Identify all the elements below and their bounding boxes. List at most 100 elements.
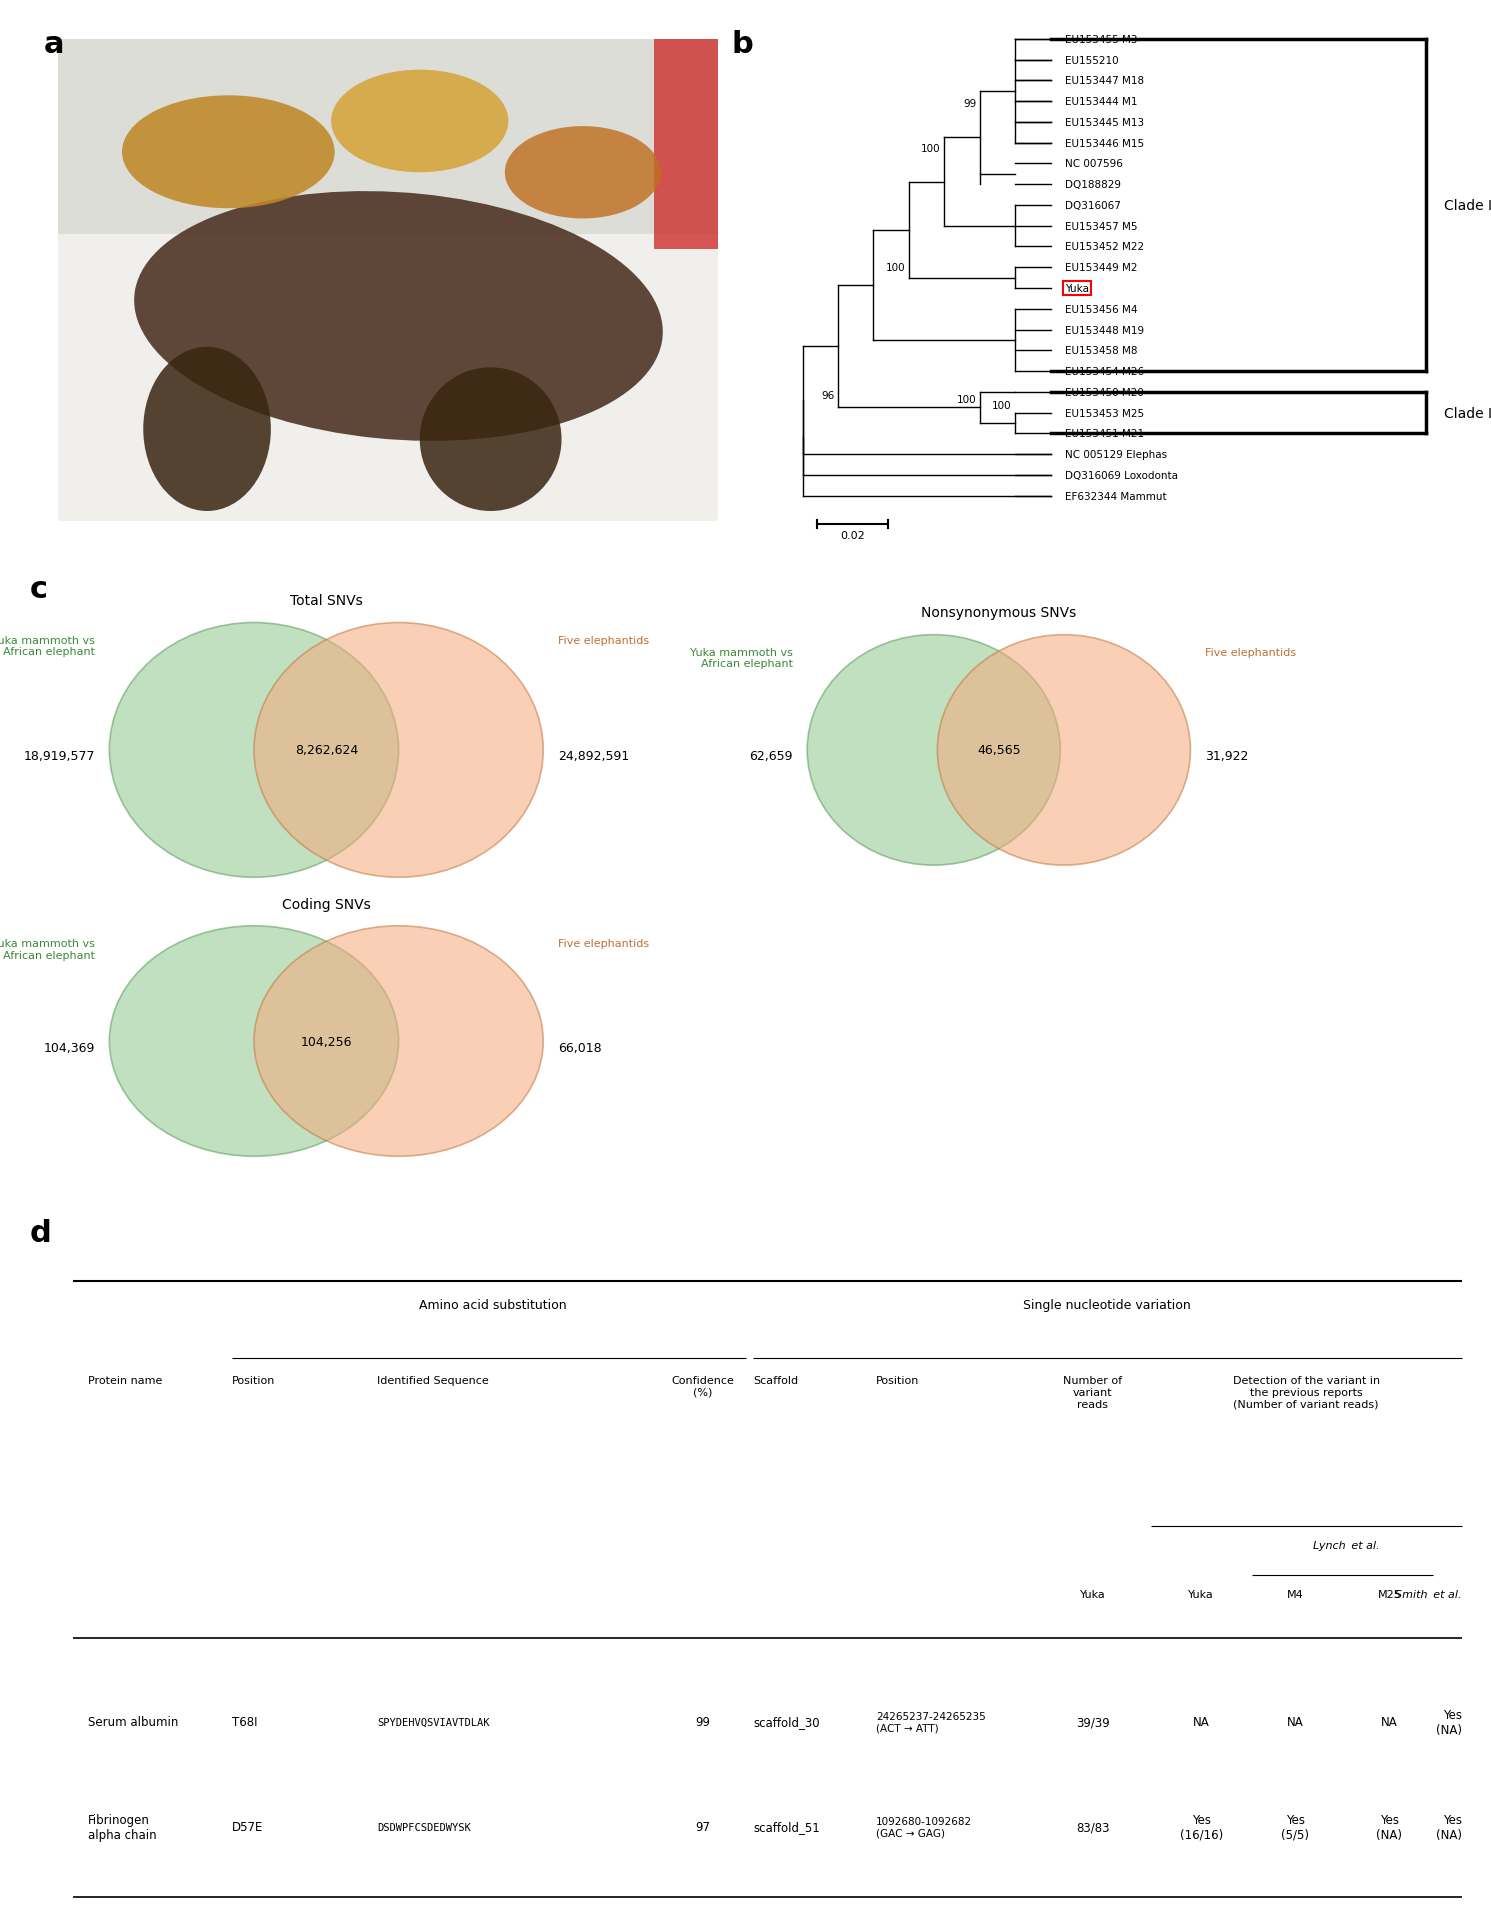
Text: Clade I: Clade I	[1445, 199, 1491, 212]
Text: Five elephantids: Five elephantids	[558, 635, 649, 645]
Text: Yes
(5/5): Yes (5/5)	[1281, 1812, 1309, 1841]
Text: Yes
(NA): Yes (NA)	[1376, 1812, 1403, 1841]
Text: 97: 97	[695, 1820, 710, 1834]
Text: EU153444 M1: EU153444 M1	[1065, 96, 1138, 106]
Text: 39/39: 39/39	[1077, 1716, 1109, 1729]
Text: 24265237-24265235
(ACT → ATT): 24265237-24265235 (ACT → ATT)	[875, 1712, 986, 1733]
Text: 8,262,624: 8,262,624	[295, 743, 358, 757]
Text: EU153455 M3: EU153455 M3	[1065, 35, 1138, 44]
Text: DQ316067: DQ316067	[1065, 201, 1121, 210]
Text: b: b	[732, 29, 753, 58]
Text: Yes
(16/16): Yes (16/16)	[1179, 1812, 1223, 1841]
Text: DQ188829: DQ188829	[1065, 179, 1121, 189]
Text: Lynch  et al.: Lynch et al.	[1312, 1540, 1379, 1550]
Ellipse shape	[109, 926, 398, 1156]
Text: 104,256: 104,256	[301, 1034, 352, 1048]
Text: Confidence
(%): Confidence (%)	[671, 1376, 734, 1397]
Ellipse shape	[807, 635, 1060, 867]
Text: 104,369: 104,369	[43, 1040, 95, 1054]
Bar	[653, 41, 717, 251]
Text: a: a	[45, 29, 64, 58]
Ellipse shape	[253, 623, 543, 878]
Text: 31,922: 31,922	[1205, 751, 1248, 762]
Ellipse shape	[420, 369, 562, 511]
Text: 0.02: 0.02	[839, 531, 865, 540]
Ellipse shape	[938, 635, 1190, 867]
Text: 18,919,577: 18,919,577	[24, 751, 95, 762]
Text: EF632344 Mammut: EF632344 Mammut	[1065, 492, 1166, 502]
Text: Coding SNVs: Coding SNVs	[282, 897, 371, 911]
Text: Fibrinogen
alpha chain: Fibrinogen alpha chain	[88, 1812, 157, 1841]
Text: Yuka: Yuka	[1188, 1588, 1214, 1598]
Text: NC 007596: NC 007596	[1065, 160, 1123, 170]
Text: 100: 100	[992, 401, 1012, 411]
Text: EU153446 M15: EU153446 M15	[1065, 139, 1144, 149]
Text: Five elephantids: Five elephantids	[1205, 647, 1296, 658]
Text: EU153451 M21: EU153451 M21	[1065, 428, 1144, 440]
Text: Yuka: Yuka	[1079, 1588, 1106, 1598]
Text: 100: 100	[957, 396, 977, 405]
Text: Serum albumin: Serum albumin	[88, 1716, 177, 1729]
Ellipse shape	[109, 623, 398, 878]
Text: Position: Position	[875, 1376, 920, 1386]
Text: 83/83: 83/83	[1077, 1820, 1109, 1834]
Text: EU153453 M25: EU153453 M25	[1065, 409, 1144, 419]
Ellipse shape	[505, 127, 661, 220]
Ellipse shape	[331, 71, 508, 174]
Text: 100: 100	[886, 262, 905, 274]
Text: 66,018: 66,018	[558, 1040, 601, 1054]
Ellipse shape	[134, 191, 663, 442]
Text: Clade II: Clade II	[1445, 407, 1491, 421]
Text: Yuka: Yuka	[1065, 284, 1088, 293]
Text: T68I: T68I	[233, 1716, 258, 1729]
Bar	[58, 41, 717, 235]
Text: 99: 99	[963, 98, 977, 110]
Text: Scaffold: Scaffold	[753, 1376, 798, 1386]
Text: M25: M25	[1378, 1588, 1402, 1598]
Text: Smith  et al.: Smith et al.	[1396, 1588, 1461, 1598]
Text: Yuka mammoth vs
African elephant: Yuka mammoth vs African elephant	[0, 635, 95, 656]
Text: Total SNVs: Total SNVs	[289, 594, 362, 608]
Text: NA: NA	[1193, 1716, 1209, 1729]
Bar	[58, 235, 717, 521]
Text: 62,659: 62,659	[748, 751, 793, 762]
Text: M4: M4	[1287, 1588, 1303, 1598]
Text: 100: 100	[921, 143, 941, 154]
Ellipse shape	[122, 96, 334, 208]
Text: NC 005129 Elephas: NC 005129 Elephas	[1065, 450, 1167, 459]
Text: EU153447 M18: EU153447 M18	[1065, 77, 1144, 87]
Ellipse shape	[253, 926, 543, 1156]
Text: NA: NA	[1381, 1716, 1397, 1729]
Text: scaffold_30: scaffold_30	[753, 1716, 820, 1729]
Text: EU153449 M2: EU153449 M2	[1065, 262, 1138, 272]
Text: Position: Position	[233, 1376, 276, 1386]
Text: 46,565: 46,565	[977, 743, 1021, 757]
Text: 99: 99	[695, 1716, 710, 1729]
Text: EU153458 M8: EU153458 M8	[1065, 345, 1138, 357]
Text: EU153448 M19: EU153448 M19	[1065, 326, 1144, 336]
Text: scaffold_51: scaffold_51	[753, 1820, 820, 1834]
Text: Yuka mammoth vs
African elephant: Yuka mammoth vs African elephant	[0, 938, 95, 959]
Text: DQ316069 Loxodonta: DQ316069 Loxodonta	[1065, 471, 1178, 481]
Text: NA: NA	[1287, 1716, 1303, 1729]
Text: Detection of the variant in
the previous reports
(Number of variant reads): Detection of the variant in the previous…	[1233, 1376, 1379, 1409]
Text: EU153450 M20: EU153450 M20	[1065, 388, 1144, 398]
Ellipse shape	[143, 347, 271, 511]
Text: Yuka mammoth vs
African elephant: Yuka mammoth vs African elephant	[690, 647, 793, 670]
Text: Amino acid substitution: Amino acid substitution	[419, 1299, 567, 1312]
Text: Single nucleotide variation: Single nucleotide variation	[1023, 1299, 1191, 1312]
Text: Five elephantids: Five elephantids	[558, 938, 649, 948]
Text: 1092680-1092682
(GAC → GAG): 1092680-1092682 (GAC → GAG)	[875, 1816, 972, 1837]
Text: d: d	[30, 1218, 52, 1247]
Text: DSDWPFCSDEDWYSK: DSDWPFCSDEDWYSK	[377, 1822, 471, 1832]
Text: Number of
variant
reads: Number of variant reads	[1063, 1376, 1123, 1409]
Text: Yes
(NA): Yes (NA)	[1436, 1812, 1461, 1841]
Text: 96: 96	[822, 390, 835, 400]
Text: EU153454 M26: EU153454 M26	[1065, 367, 1144, 376]
Text: Yes
(NA): Yes (NA)	[1436, 1708, 1461, 1735]
Text: SPYDEHVQSVIAVTDLAK: SPYDEHVQSVIAVTDLAK	[377, 1718, 489, 1727]
Text: c: c	[30, 575, 48, 604]
Text: EU155210: EU155210	[1065, 56, 1118, 66]
Text: EU153452 M22: EU153452 M22	[1065, 243, 1144, 253]
Text: EU153456 M4: EU153456 M4	[1065, 305, 1138, 315]
